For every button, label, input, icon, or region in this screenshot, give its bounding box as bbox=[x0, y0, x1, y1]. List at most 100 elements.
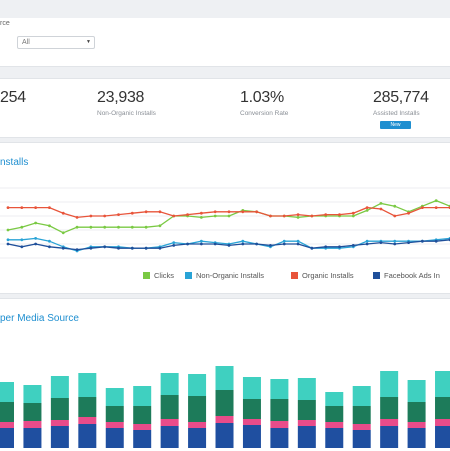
series-point bbox=[365, 242, 369, 246]
series-point bbox=[103, 225, 107, 229]
series-point bbox=[241, 242, 245, 246]
kpi-label: Conversion Rate bbox=[240, 110, 289, 117]
series-point bbox=[379, 241, 383, 244]
series-point bbox=[213, 214, 217, 218]
bar-segment bbox=[297, 400, 316, 420]
bar-segment bbox=[188, 374, 207, 396]
legend-item-organic-installs[interactable]: Organic Installs bbox=[291, 271, 354, 280]
series-point bbox=[282, 239, 286, 243]
series-point bbox=[199, 211, 203, 215]
kpi-label: Non-Organic Installs bbox=[97, 110, 156, 117]
bar-segment bbox=[105, 388, 124, 406]
bar-segment bbox=[325, 428, 344, 448]
series-point bbox=[227, 214, 231, 218]
series-point bbox=[20, 238, 24, 242]
series-point bbox=[34, 237, 38, 240]
bar-segment bbox=[242, 399, 261, 419]
bar-segment bbox=[380, 419, 399, 426]
legend-item-facebook-ads-installs[interactable]: Facebook Ads In bbox=[373, 271, 440, 280]
bar-segment bbox=[297, 426, 316, 448]
bar-segment bbox=[50, 376, 69, 398]
series-point bbox=[158, 246, 162, 250]
series-point bbox=[48, 206, 51, 209]
bar-segment bbox=[215, 416, 234, 423]
kpi-conversion-rate: 1.03% Conversion Rate bbox=[240, 89, 288, 117]
media-source-select-value: All bbox=[22, 39, 30, 46]
series-point bbox=[255, 242, 259, 246]
bar-segment bbox=[105, 428, 124, 448]
legend-swatch bbox=[373, 272, 380, 279]
bar-segment bbox=[325, 392, 344, 406]
series-point bbox=[186, 213, 189, 216]
series-point bbox=[227, 244, 231, 247]
series-point bbox=[20, 206, 24, 209]
bar-segment bbox=[380, 426, 399, 448]
series-point bbox=[144, 246, 148, 250]
series-point bbox=[213, 210, 217, 214]
series-point bbox=[407, 241, 410, 244]
series-point bbox=[434, 206, 438, 209]
series-point bbox=[172, 244, 176, 247]
bar-segment bbox=[352, 430, 371, 448]
bar-segment bbox=[160, 426, 179, 448]
bar-segment bbox=[50, 426, 69, 448]
media-source-card-title: per Media Source bbox=[0, 313, 79, 324]
series-point bbox=[296, 239, 300, 243]
bar-segment bbox=[270, 428, 289, 448]
series-point bbox=[269, 244, 272, 247]
series-point bbox=[379, 202, 383, 205]
kpi-value: 285,774 bbox=[373, 89, 429, 106]
installs-card bbox=[0, 142, 450, 294]
bar-segment bbox=[133, 406, 152, 424]
bar-segment bbox=[435, 426, 450, 448]
series-point bbox=[338, 245, 341, 249]
legend-swatch bbox=[291, 272, 298, 279]
series-point bbox=[351, 214, 355, 218]
series-point bbox=[282, 242, 286, 246]
series-point bbox=[75, 216, 79, 219]
kpi-label: Assisted Installs bbox=[373, 110, 420, 117]
series-point bbox=[310, 246, 314, 250]
series-point bbox=[420, 206, 424, 209]
bar-segment bbox=[23, 421, 42, 428]
kpi-value: 1.03% bbox=[240, 89, 284, 106]
series-point bbox=[393, 239, 397, 243]
series-point bbox=[130, 211, 134, 215]
series-point bbox=[48, 224, 51, 228]
kpi-value: 23,938 bbox=[97, 89, 145, 106]
legend-item-non-organic-installs[interactable]: Non-Organic Installs bbox=[185, 271, 264, 280]
bar-segment bbox=[188, 422, 207, 428]
installs-card-title: nstalls bbox=[0, 157, 29, 168]
series-point bbox=[6, 242, 10, 246]
bar-segment bbox=[435, 371, 450, 397]
bar-segment bbox=[188, 396, 207, 422]
legend-item-clicks[interactable]: Clicks bbox=[143, 271, 174, 280]
series-point bbox=[158, 224, 162, 228]
bar-segment bbox=[407, 402, 426, 422]
series-point bbox=[213, 242, 217, 246]
series-point bbox=[186, 242, 189, 246]
bar-segment bbox=[270, 379, 289, 399]
series-point bbox=[434, 199, 438, 202]
series-point bbox=[324, 213, 328, 216]
series-point bbox=[89, 246, 93, 250]
bar-segment bbox=[242, 425, 261, 448]
series-point bbox=[34, 242, 38, 246]
series-point bbox=[48, 245, 51, 249]
series-point bbox=[117, 213, 120, 216]
bar-segment bbox=[105, 406, 124, 422]
series-point bbox=[144, 225, 148, 229]
series-point bbox=[227, 210, 231, 214]
series-point bbox=[117, 225, 120, 229]
series-point bbox=[407, 211, 410, 215]
series-point bbox=[420, 239, 424, 243]
legend-label: Clicks bbox=[154, 271, 174, 280]
bar-segment bbox=[215, 366, 234, 390]
bar-segment bbox=[270, 399, 289, 421]
series-point bbox=[89, 214, 93, 218]
media-source-select[interactable]: All ▼ bbox=[17, 36, 95, 49]
series-point bbox=[199, 216, 203, 219]
series-point bbox=[172, 214, 176, 218]
series-point bbox=[296, 242, 300, 246]
legend-swatch bbox=[143, 272, 150, 279]
